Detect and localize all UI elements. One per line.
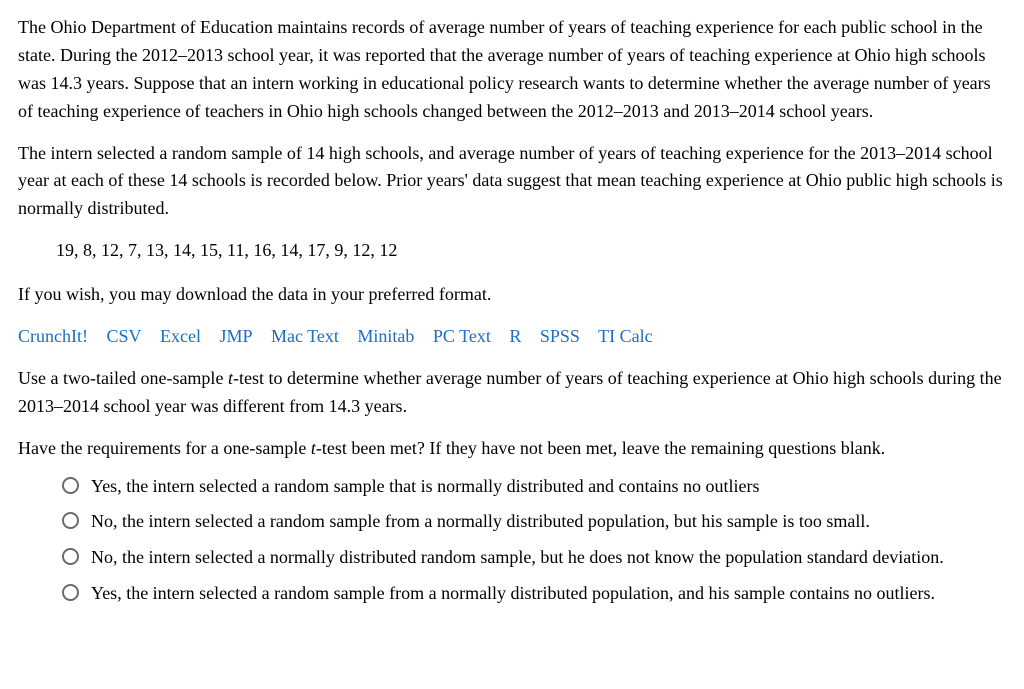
link-csv[interactable]: CSV <box>106 326 141 346</box>
radio-icon[interactable] <box>62 548 79 565</box>
option-3-text: No, the intern selected a normally distr… <box>91 544 1006 572</box>
link-crunchit[interactable]: CrunchIt! <box>18 326 88 346</box>
option-4[interactable]: Yes, the intern selected a random sample… <box>62 580 1006 608</box>
intro-paragraph-2: The intern selected a random sample of 1… <box>18 140 1006 224</box>
link-excel[interactable]: Excel <box>160 326 201 346</box>
radio-icon[interactable] <box>62 477 79 494</box>
radio-icon[interactable] <box>62 512 79 529</box>
question-text: Have the requirements for a one-sample t… <box>18 435 1006 463</box>
option-2[interactable]: No, the intern selected a random sample … <box>62 508 1006 536</box>
option-4-text: Yes, the intern selected a random sample… <box>91 580 1006 608</box>
sample-data-values: 19, 8, 12, 7, 13, 14, 15, 11, 16, 14, 17… <box>18 237 1006 265</box>
link-mac-text[interactable]: Mac Text <box>271 326 339 346</box>
option-2-text: No, the intern selected a random sample … <box>91 508 1006 536</box>
link-ti-calc[interactable]: TI Calc <box>598 326 652 346</box>
instruction-pre: Use a two-tailed one-sample <box>18 368 228 388</box>
download-links-row: CrunchIt! CSV Excel JMP Mac Text Minitab… <box>18 323 1006 351</box>
radio-icon[interactable] <box>62 584 79 601</box>
option-1[interactable]: Yes, the intern selected a random sample… <box>62 473 1006 501</box>
link-minitab[interactable]: Minitab <box>357 326 414 346</box>
download-prompt: If you wish, you may download the data i… <box>18 281 1006 309</box>
option-1-text: Yes, the intern selected a random sample… <box>91 473 1006 501</box>
question-pre: Have the requirements for a one-sample <box>18 438 311 458</box>
answer-options: Yes, the intern selected a random sample… <box>18 473 1006 609</box>
link-jmp[interactable]: JMP <box>219 326 252 346</box>
intro-paragraph-1: The Ohio Department of Education maintai… <box>18 14 1006 126</box>
question-post: -test been met? If they have not been me… <box>316 438 885 458</box>
test-instruction: Use a two-tailed one-sample t-test to de… <box>18 365 1006 421</box>
link-spss[interactable]: SPSS <box>540 326 580 346</box>
link-r[interactable]: R <box>509 326 521 346</box>
option-3[interactable]: No, the intern selected a normally distr… <box>62 544 1006 572</box>
link-pc-text[interactable]: PC Text <box>433 326 491 346</box>
